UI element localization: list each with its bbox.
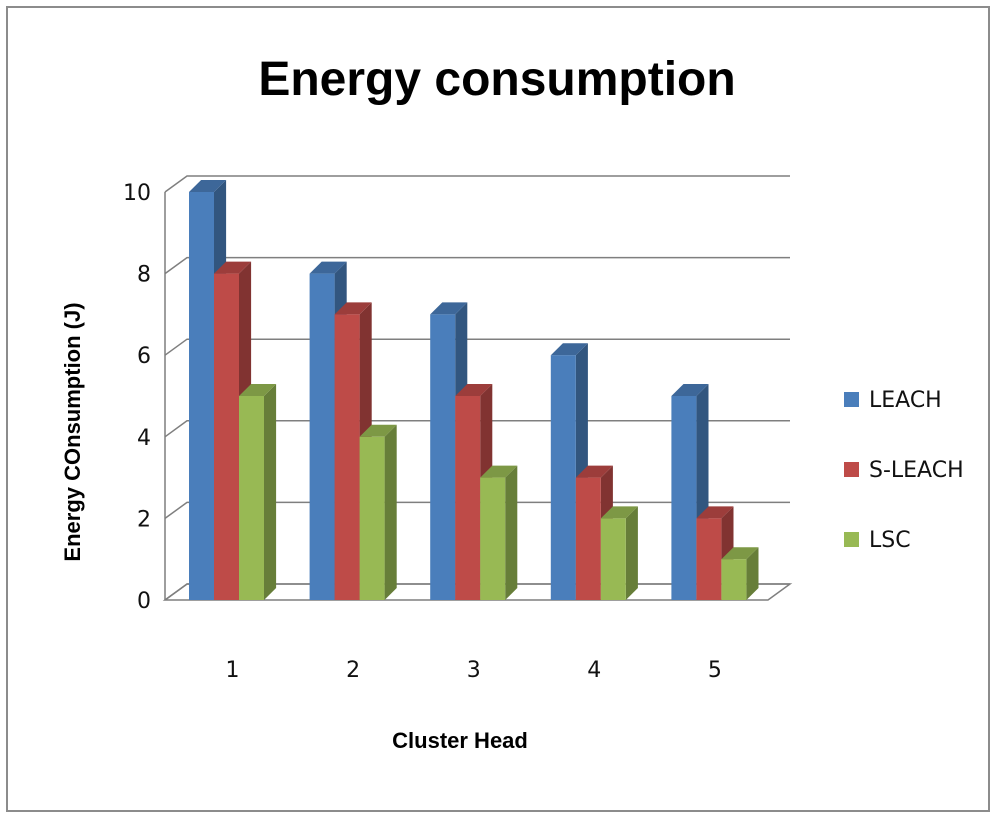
bar-front xyxy=(600,518,626,600)
y-axis-ticks: 0 2 4 6 8 10 xyxy=(123,181,151,614)
x-axis-ticks: 1 2 3 4 5 xyxy=(226,658,722,683)
gridline xyxy=(164,338,790,356)
legend-swatch xyxy=(844,392,859,407)
bar-top xyxy=(309,261,347,274)
y-tick-label: 0 xyxy=(137,589,151,614)
x-tick-label: 4 xyxy=(587,658,601,683)
bar-front xyxy=(334,314,360,600)
bar-side xyxy=(384,424,397,600)
bar-top xyxy=(334,302,372,315)
y-tick-label: 8 xyxy=(137,263,151,288)
chart-title: Energy consumption xyxy=(258,53,735,106)
bar-front xyxy=(239,396,264,600)
x-tick-label: 5 xyxy=(708,658,722,683)
bar-front xyxy=(455,396,481,600)
bar-top xyxy=(359,424,397,437)
bar-front xyxy=(309,273,335,600)
legend-swatch xyxy=(844,462,859,477)
bar-front xyxy=(430,314,456,600)
bar-top xyxy=(189,180,227,192)
bar-top xyxy=(239,384,277,396)
gridline xyxy=(164,256,790,275)
bar-front xyxy=(480,477,506,600)
bar-front xyxy=(550,355,576,600)
bar-top xyxy=(430,302,468,315)
bar-side xyxy=(625,506,638,600)
bar xyxy=(480,465,518,600)
bar-side xyxy=(505,465,518,600)
bar-front xyxy=(696,518,722,600)
bar-front xyxy=(721,559,747,600)
y-tick-label: 10 xyxy=(123,181,151,206)
legend-item: LSC xyxy=(844,528,911,553)
bar-top xyxy=(671,384,709,396)
y-axis-label: Energy COnsumption (J) xyxy=(60,302,85,561)
bar-side xyxy=(264,384,277,600)
bar-top xyxy=(721,547,759,560)
bars xyxy=(189,180,759,600)
legend-label: LSC xyxy=(869,528,911,553)
y-tick-label: 2 xyxy=(137,507,151,532)
bar-front xyxy=(671,396,697,600)
bar-top xyxy=(550,343,588,356)
bar-top xyxy=(480,465,518,478)
bar-front xyxy=(189,192,214,600)
bar-top xyxy=(600,506,638,519)
y-tick-label: 6 xyxy=(137,344,151,369)
bar-top xyxy=(575,465,613,478)
legend-label: S-LEACH xyxy=(869,458,964,483)
bar xyxy=(359,424,397,600)
bar xyxy=(600,506,638,600)
x-tick-label: 3 xyxy=(467,658,481,683)
bar-front xyxy=(214,273,239,600)
x-axis-label: Cluster Head xyxy=(392,728,528,753)
legend: LEACH S-LEACH LSC xyxy=(844,388,964,553)
y-tick-label: 4 xyxy=(137,426,151,451)
bar-front xyxy=(575,477,601,600)
bar xyxy=(721,547,759,600)
bar-top xyxy=(214,261,252,274)
bar-front xyxy=(359,436,385,600)
legend-label: LEACH xyxy=(869,388,942,413)
bar-top xyxy=(696,506,734,519)
gridline xyxy=(164,420,790,438)
gridline xyxy=(164,175,790,193)
chart-frame xyxy=(6,6,990,812)
bar-side xyxy=(746,547,759,600)
legend-item: S-LEACH xyxy=(844,458,964,483)
x-tick-label: 2 xyxy=(346,658,360,683)
bar-top xyxy=(455,384,493,396)
legend-item: LEACH xyxy=(844,388,942,413)
x-tick-label: 1 xyxy=(226,658,240,683)
legend-swatch xyxy=(844,532,859,547)
bar xyxy=(239,384,277,600)
